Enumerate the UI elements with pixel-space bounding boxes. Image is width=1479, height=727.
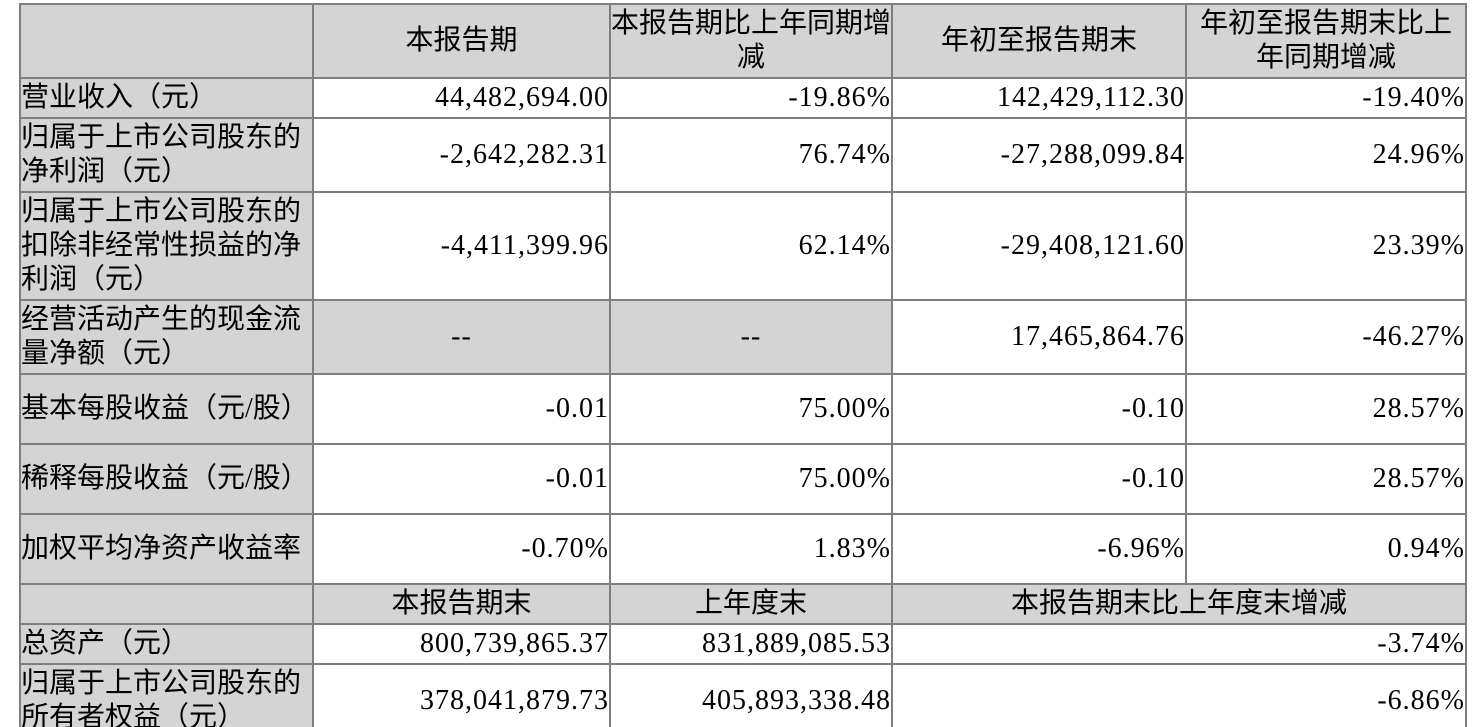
column-header-year-to-date: 年初至报告期末	[891, 3, 1187, 79]
value-cell: 142,429,112.30	[891, 77, 1187, 119]
row-label-total-assets: 总资产（元）	[19, 623, 314, 665]
value-cell: 405,893,338.48	[609, 663, 893, 727]
table-row: 总资产（元） 800,739,865.37 831,889,085.53 -3.…	[19, 623, 1467, 665]
column-header-period-end-vs-year-end-change: 本报告期末比上年度末增减	[891, 583, 1467, 625]
column-header-end-of-last-year: 上年度末	[609, 583, 893, 625]
value-cell: -0.01	[312, 443, 611, 515]
value-cell: 1.83%	[609, 513, 893, 585]
value-cell: 800,739,865.37	[312, 623, 611, 665]
value-cell: 831,889,085.53	[609, 623, 893, 665]
value-cell: 44,482,694.00	[312, 77, 611, 119]
value-cell: -19.86%	[609, 77, 893, 119]
row-label-net-profit-attributable: 归属于上市公司股东的净利润（元）	[19, 117, 314, 193]
value-cell: 75.00%	[609, 373, 893, 445]
column-header-year-to-date-yoy-change: 年初至报告期末比上年同期增减	[1185, 3, 1467, 79]
value-cell: -46.27%	[1185, 299, 1467, 375]
value-cell: -4,411,399.96	[312, 191, 611, 301]
row-label-equity-attributable: 归属于上市公司股东的所有者权益（元）	[19, 663, 314, 727]
value-cell-na: --	[312, 299, 611, 375]
value-cell: -6.86%	[891, 663, 1467, 727]
table-row: 稀释每股收益（元/股） -0.01 75.00% -0.10 28.57%	[19, 443, 1467, 515]
column-header-current-period-yoy-change: 本报告期比上年同期增减	[609, 3, 893, 79]
row-label-weighted-avg-roe: 加权平均净资产收益率	[19, 513, 314, 585]
financial-indicators-table: 本报告期 本报告期比上年同期增减 年初至报告期末 年初至报告期末比上年同期增减 …	[19, 3, 1467, 727]
value-cell: -19.40%	[1185, 77, 1467, 119]
value-cell: 378,041,879.73	[312, 663, 611, 727]
value-cell: -27,288,099.84	[891, 117, 1187, 193]
value-cell: -0.70%	[312, 513, 611, 585]
value-cell: 76.74%	[609, 117, 893, 193]
value-cell: -29,408,121.60	[891, 191, 1187, 301]
value-cell-na: --	[609, 299, 893, 375]
row-label-operating-revenue: 营业收入（元）	[19, 77, 314, 119]
value-cell: 28.57%	[1185, 443, 1467, 515]
table-row: 基本每股收益（元/股） -0.01 75.00% -0.10 28.57%	[19, 373, 1467, 445]
value-cell: -3.74%	[891, 623, 1467, 665]
table-row: 营业收入（元） 44,482,694.00 -19.86% 142,429,11…	[19, 77, 1467, 119]
value-cell: 17,465,864.76	[891, 299, 1187, 375]
value-cell: -0.10	[891, 443, 1187, 515]
value-cell: -0.01	[312, 373, 611, 445]
table-row: 归属于上市公司股东的净利润（元） -2,642,282.31 76.74% -2…	[19, 117, 1467, 193]
table-row: 归属于上市公司股东的所有者权益（元） 378,041,879.73 405,89…	[19, 663, 1467, 727]
column-header-current-period: 本报告期	[312, 3, 611, 79]
row-label-diluted-eps: 稀释每股收益（元/股）	[19, 443, 314, 515]
table-row: 经营活动产生的现金流量净额（元） -- -- 17,465,864.76 -46…	[19, 299, 1467, 375]
value-cell: 28.57%	[1185, 373, 1467, 445]
row-label-net-profit-excl-nonrecurring: 归属于上市公司股东的扣除非经常性损益的净利润（元）	[19, 191, 314, 301]
section2-header-row: 本报告期末 上年度末 本报告期末比上年度末增减	[19, 583, 1467, 625]
value-cell: 0.94%	[1185, 513, 1467, 585]
value-cell: 24.96%	[1185, 117, 1467, 193]
value-cell: 62.14%	[609, 191, 893, 301]
table-row: 归属于上市公司股东的扣除非经常性损益的净利润（元） -4,411,399.96 …	[19, 191, 1467, 301]
value-cell: -6.96%	[891, 513, 1187, 585]
value-cell: 75.00%	[609, 443, 893, 515]
row-label-basic-eps: 基本每股收益（元/股）	[19, 373, 314, 445]
row-label-operating-cash-flow: 经营活动产生的现金流量净额（元）	[19, 299, 314, 375]
value-cell: -0.10	[891, 373, 1187, 445]
table-row: 加权平均净资产收益率 -0.70% 1.83% -6.96% 0.94%	[19, 513, 1467, 585]
column-header-empty	[19, 583, 314, 625]
section1-header-row: 本报告期 本报告期比上年同期增减 年初至报告期末 年初至报告期末比上年同期增减	[19, 3, 1467, 79]
column-header-end-of-period: 本报告期末	[312, 583, 611, 625]
value-cell: 23.39%	[1185, 191, 1467, 301]
value-cell: -2,642,282.31	[312, 117, 611, 193]
column-header-empty	[19, 3, 314, 79]
